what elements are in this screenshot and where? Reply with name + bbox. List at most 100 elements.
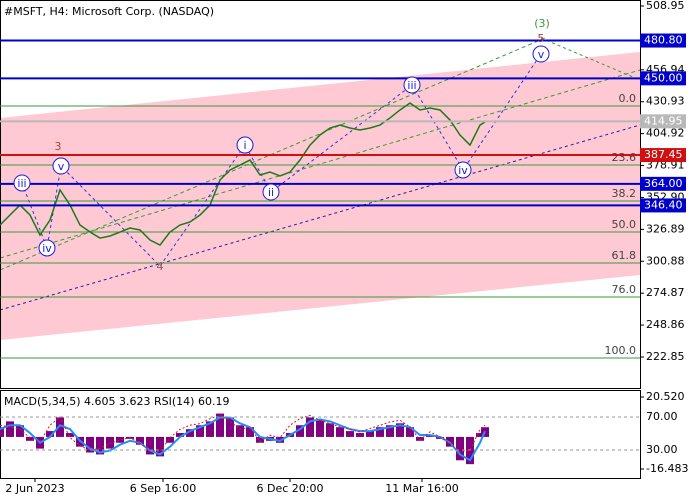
macd-bar bbox=[206, 421, 214, 437]
y-tick-label: 20.520 bbox=[646, 390, 685, 403]
y-tick-label: 274.87 bbox=[646, 286, 685, 299]
macd-bar bbox=[236, 425, 244, 437]
wave-label: iv bbox=[458, 164, 468, 177]
macd-bar bbox=[226, 417, 234, 437]
macd-bar bbox=[406, 427, 414, 437]
fib-label: 100.0 bbox=[605, 344, 637, 357]
level-label: 346.40 bbox=[644, 198, 683, 211]
level-label: 364.00 bbox=[644, 177, 683, 190]
macd-bar bbox=[66, 433, 74, 437]
wave-label: i bbox=[243, 139, 246, 152]
macd-bar bbox=[6, 421, 14, 437]
indicator-title: MACD(5,34,5) 4.605 3.623 RSI(14) 60.19 bbox=[4, 395, 229, 408]
macd-bar bbox=[116, 436, 124, 443]
y2-tick-label: 70.00 bbox=[646, 410, 678, 423]
macd-bar bbox=[296, 425, 304, 437]
macd-bar bbox=[26, 436, 34, 441]
macd-bar bbox=[246, 427, 254, 437]
trend-line bbox=[0, 69, 641, 259]
wave-circle bbox=[454, 161, 472, 179]
fib-label: 50.0 bbox=[612, 218, 637, 231]
wave-circle bbox=[13, 174, 31, 192]
macd-bar bbox=[386, 425, 394, 437]
fib-label: 0.0 bbox=[619, 92, 637, 105]
fib-label: 38.2 bbox=[612, 187, 637, 200]
y-tick-label: 300.88 bbox=[646, 254, 685, 267]
level-label-box bbox=[640, 148, 686, 163]
macd-bar bbox=[336, 427, 344, 437]
wave-circle bbox=[532, 45, 550, 63]
macd-bar bbox=[356, 433, 364, 437]
macd-bar bbox=[376, 427, 384, 437]
macd-bar bbox=[106, 436, 114, 449]
y-tick-label: 508.95 bbox=[646, 0, 685, 12]
macd-bar bbox=[476, 433, 484, 437]
wave-label: iv bbox=[42, 242, 52, 255]
macd-bar bbox=[46, 431, 54, 437]
y-tick-label: 222.85 bbox=[646, 350, 685, 363]
wave-circle bbox=[52, 157, 70, 175]
y-tick-label: 326.89 bbox=[646, 222, 685, 235]
channel bbox=[0, 52, 640, 340]
signal-line bbox=[0, 416, 486, 462]
fib-label: 23.6 bbox=[612, 151, 637, 164]
level-label: 450.00 bbox=[644, 71, 683, 84]
level-label-box bbox=[640, 198, 686, 213]
wave-label: (3) bbox=[534, 17, 550, 30]
macd-bar bbox=[346, 431, 354, 437]
macd-bar bbox=[176, 433, 184, 437]
y-tick-label: 430.93 bbox=[646, 95, 685, 108]
x-tick-label: 6 Dec 20:00 bbox=[257, 482, 324, 495]
y-tick-label: 404.92 bbox=[646, 127, 685, 140]
fib-label: 61.8 bbox=[612, 249, 637, 262]
wave-circle bbox=[262, 183, 280, 201]
wave-label: v bbox=[538, 48, 545, 61]
macd-bar bbox=[56, 417, 64, 437]
level-label: 414.95 bbox=[644, 114, 683, 127]
macd-bar bbox=[396, 423, 404, 437]
wave-label: v bbox=[58, 160, 65, 173]
macd-bar bbox=[366, 431, 374, 437]
macd-bar bbox=[456, 436, 464, 461]
wave-label: iii bbox=[17, 177, 26, 190]
level-label: 480.80 bbox=[644, 34, 683, 47]
macd-bar bbox=[96, 436, 104, 455]
wave-label: 3 bbox=[55, 140, 62, 153]
main-frame bbox=[0, 0, 641, 389]
level-label-box bbox=[640, 114, 686, 129]
level-label-box bbox=[640, 33, 686, 48]
macd-bar bbox=[186, 429, 194, 437]
wave-label: 4 bbox=[157, 260, 164, 273]
macd-bar bbox=[86, 436, 94, 453]
macd-bar bbox=[156, 436, 164, 457]
macd-bar bbox=[0, 427, 4, 437]
y-tick-label: -16.483 bbox=[646, 462, 688, 475]
wave-circle bbox=[236, 136, 254, 154]
macd-bar bbox=[196, 425, 204, 437]
y-tick-label: 248.86 bbox=[646, 318, 685, 331]
macd-bar bbox=[136, 436, 144, 445]
rsi-line bbox=[0, 414, 486, 453]
macd-bar bbox=[146, 436, 154, 455]
chart-title: #MSFT, H4: Microsoft Corp. (NASDAQ) bbox=[4, 5, 214, 18]
y2-tick-label: 30.00 bbox=[646, 443, 678, 456]
macd-bar bbox=[466, 436, 474, 465]
macd-bar bbox=[256, 436, 264, 443]
macd-bar bbox=[166, 436, 174, 443]
wave-label: iii bbox=[407, 79, 416, 92]
x-tick-label: 2 Jun 2023 bbox=[5, 482, 64, 495]
wave-label: ii bbox=[268, 186, 274, 199]
price-line bbox=[0, 102, 486, 246]
fib-label: 76.0 bbox=[612, 283, 637, 296]
wave-circle bbox=[403, 76, 421, 94]
level-label-box bbox=[640, 71, 686, 86]
wave-path bbox=[21, 53, 542, 267]
macd-bar bbox=[216, 413, 224, 437]
macd-bar bbox=[16, 425, 24, 437]
wave-circle bbox=[38, 239, 56, 257]
level-label-box bbox=[640, 176, 686, 191]
macd-bar bbox=[316, 419, 324, 437]
macd-bar bbox=[416, 436, 424, 441]
x-tick-label: 11 Mar 16:00 bbox=[385, 482, 458, 495]
